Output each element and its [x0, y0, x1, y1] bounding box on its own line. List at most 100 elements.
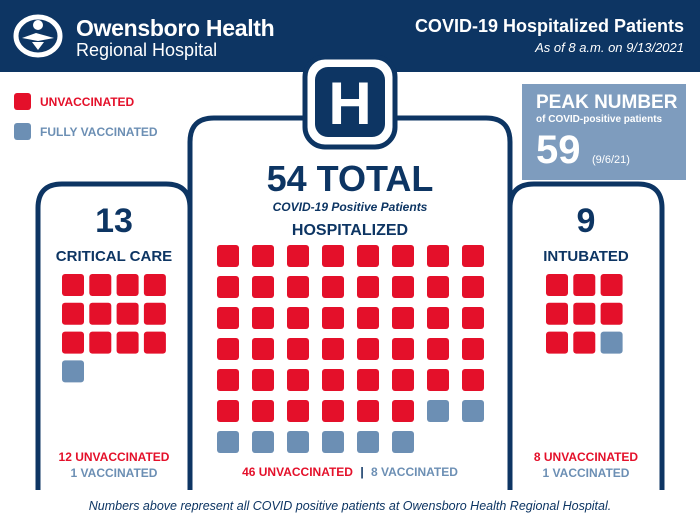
peak-title: PEAK NUMBER — [536, 92, 678, 113]
hospitalized-vaccinated-square — [462, 400, 484, 422]
brand-name-line1: Owensboro Health — [76, 15, 275, 41]
total-count: 54 TOTAL — [266, 158, 434, 199]
critical-care-unvaccinated-square — [89, 331, 112, 354]
critical-care-vaccinated-text: 1 VACCINATED — [70, 466, 158, 480]
hospitalized-unvaccinated-square — [357, 400, 379, 422]
hospitalized-unvaccinated-square — [462, 369, 484, 391]
intubated-unvaccinated-square — [573, 274, 596, 296]
legend-unvaccinated-label: UNVACCINATED — [40, 95, 135, 109]
header-bar: Owensboro Health Regional Hospital COVID… — [0, 0, 700, 72]
hospitalized-label: HOSPITALIZED — [291, 222, 409, 239]
hospitalized-unvaccinated-square — [252, 400, 274, 422]
critical-care-unvaccinated-square — [143, 331, 166, 354]
hospitalized-unvaccinated-square — [217, 307, 239, 329]
intubated-unvaccinated-square — [546, 331, 568, 354]
hospitalized-unvaccinated-square — [252, 338, 274, 360]
hospitalized-unvaccinated-square — [252, 276, 274, 298]
hospitalized-unvaccinated-square — [427, 338, 449, 360]
peak-date: (9/6/21) — [592, 154, 630, 166]
hospitalized-unvaccinated-square — [427, 369, 449, 391]
hospitalized-unvaccinated-square — [462, 276, 484, 298]
hospitalized-unvaccinated-square — [392, 245, 414, 267]
hospitalized-unvaccinated-square — [287, 307, 309, 329]
critical-care-unvaccinated-square — [143, 302, 166, 325]
hospitalized-unvaccinated-square — [252, 369, 274, 391]
critical-care-unvaccinated-square — [62, 331, 84, 354]
hospitalized-vaccinated-text: 8 VACCINATED — [371, 465, 458, 479]
legend-unvaccinated-swatch — [14, 93, 31, 110]
hospitalized-unvaccinated-text: 46 UNVACCINATED — [242, 465, 353, 479]
intubated-unvaccinated-square — [546, 274, 568, 296]
hospitalized-unvaccinated-square — [462, 338, 484, 360]
hospitalized-vaccinated-square — [252, 431, 274, 453]
intubated-unvaccinated-square — [573, 331, 596, 354]
hospitalized-unvaccinated-square — [357, 307, 379, 329]
hospitalized-unvaccinated-square — [287, 369, 309, 391]
legend-vaccinated-swatch — [14, 123, 31, 140]
hospitalized-vaccinated-square — [322, 431, 344, 453]
hospitalized-unvaccinated-square — [392, 338, 414, 360]
hospitalized-unvaccinated-square — [427, 307, 449, 329]
waffle-squares — [62, 245, 623, 453]
page-title: COVID-19 Hospitalized Patients — [414, 16, 684, 36]
hospitalized-unvaccinated-square — [357, 245, 379, 267]
peak-value: 59 — [536, 128, 581, 172]
hospitalized-unvaccinated-square — [252, 307, 274, 329]
critical-care-unvaccinated-square — [89, 302, 112, 325]
hospitalized-unvaccinated-square — [287, 338, 309, 360]
hospitalized-unvaccinated-square — [217, 245, 239, 267]
hospitalized-unvaccinated-square — [287, 400, 309, 422]
intubated-vaccinated-square — [600, 331, 623, 354]
total-caption: COVID-19 Positive Patients — [272, 200, 428, 214]
hospitalized-unvaccinated-square — [322, 245, 344, 267]
hospitalized-separator: | — [360, 465, 364, 479]
hospitalized-unvaccinated-square — [427, 245, 449, 267]
peak-number-box: PEAK NUMBER of COVID-positive patients 5… — [522, 84, 686, 180]
critical-care-unvaccinated-square — [89, 274, 112, 296]
hospitalized-vaccinated-square — [217, 431, 239, 453]
legend-vaccinated-label: FULLY VACCINATED — [40, 125, 158, 139]
hospitalized-unvaccinated-square — [322, 338, 344, 360]
intubated-vaccinated-text: 1 VACCINATED — [542, 466, 630, 480]
critical-care-unvaccinated-square — [62, 274, 84, 296]
critical-care-vaccinated-square — [62, 360, 84, 383]
hospitalized-unvaccinated-square — [322, 400, 344, 422]
hospitalized-unvaccinated-square — [392, 307, 414, 329]
hospitalized-unvaccinated-square — [392, 276, 414, 298]
hospitalized-unvaccinated-square — [427, 276, 449, 298]
hospitalized-unvaccinated-square — [392, 369, 414, 391]
hospitalized-unvaccinated-square — [322, 307, 344, 329]
intubated-label: INTUBATED — [543, 248, 629, 265]
intubated-unvaccinated-square — [546, 302, 568, 325]
hospitalized-vaccinated-square — [392, 431, 414, 453]
hospitalized-unvaccinated-square — [217, 276, 239, 298]
intubated-unvaccinated-text: 8 UNVACCINATED — [533, 450, 639, 464]
intubated-unvaccinated-square — [600, 274, 623, 296]
hospitalized-unvaccinated-square — [322, 276, 344, 298]
hospital-h-icon: H — [328, 70, 371, 137]
intubated-unvaccinated-square — [573, 302, 596, 325]
hospitalized-unvaccinated-square — [287, 276, 309, 298]
hospitalized-unvaccinated-square — [217, 369, 239, 391]
critical-care-count: 13 — [95, 202, 133, 240]
peak-subtitle: of COVID-positive patients — [536, 114, 663, 125]
hospital-icon-inner — [315, 67, 385, 137]
critical-care-unvaccinated-text: 12 UNVACCINATED — [58, 450, 170, 464]
hospitalized-unvaccinated-square — [217, 338, 239, 360]
hospitalized-unvaccinated-square — [462, 245, 484, 267]
critical-care-unvaccinated-square — [116, 274, 139, 296]
critical-care-label: CRITICAL CARE — [55, 248, 173, 265]
hospitalized-unvaccinated-square — [462, 307, 484, 329]
hospitalized-breakdown: 46 UNVACCINATED | 8 VACCINATED — [200, 465, 500, 479]
hospitalized-vaccinated-square — [357, 431, 379, 453]
hospitalized-unvaccinated-square — [357, 276, 379, 298]
hospitalized-unvaccinated-square — [287, 245, 309, 267]
critical-care-unvaccinated-square — [62, 302, 84, 325]
hospitalized-vaccinated-square — [427, 400, 449, 422]
page-subtitle: As of 8 a.m. on 9/13/2021 — [535, 40, 684, 55]
hospitalized-unvaccinated-square — [357, 338, 379, 360]
brand-name-line2: Regional Hospital — [76, 40, 218, 60]
intubated-count: 9 — [576, 202, 596, 240]
hospitalized-vaccinated-square — [287, 431, 309, 453]
